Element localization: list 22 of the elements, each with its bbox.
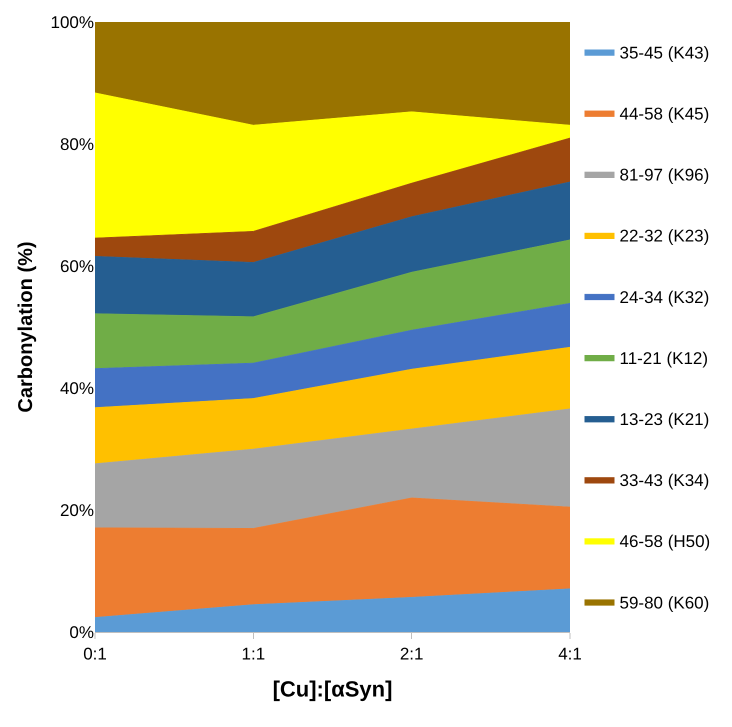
y-tick-label: 100% xyxy=(50,12,94,32)
x-tick-label: 4:1 xyxy=(558,644,582,664)
legend-label: 81-97 (K96) xyxy=(620,166,710,185)
legend-label: 24-34 (K32) xyxy=(620,288,710,307)
legend-label: 46-58 (H50) xyxy=(620,532,710,552)
x-axis-title: [Cu]:[αSyn] xyxy=(272,676,392,702)
x-tick-label: 1:1 xyxy=(242,644,266,664)
y-tick-label: 60% xyxy=(60,256,94,276)
y-tick-label: 20% xyxy=(60,500,94,520)
legend-label: 59-80 (K60) xyxy=(620,593,710,612)
y-tick-label: 80% xyxy=(60,134,94,154)
legend-label: 44-58 (K45) xyxy=(620,104,710,124)
legend-label: 35-45 (K43) xyxy=(620,43,710,62)
x-tick-label: 0:1 xyxy=(83,644,107,664)
y-axis-title: Carbonylation (%) xyxy=(15,241,38,413)
y-tick-label: 0% xyxy=(69,622,94,642)
y-tick-label: 40% xyxy=(60,378,94,398)
x-tick-label: 2:1 xyxy=(400,644,424,664)
legend-label: 33-43 (K34) xyxy=(620,471,710,490)
legend-label: 11-21 (K12) xyxy=(620,348,708,368)
legend-label: 22-32 (K23) xyxy=(620,226,710,246)
legend-label: 13-23 (K21) xyxy=(620,410,710,429)
